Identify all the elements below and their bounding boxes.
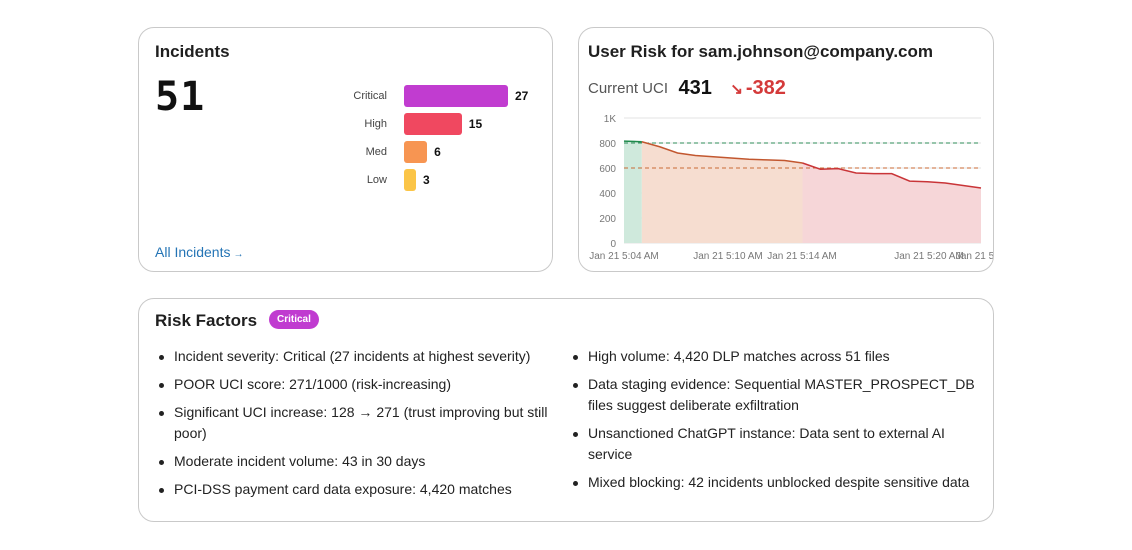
incidents-total: 51 (155, 74, 206, 120)
incidents-title: Incidents (155, 42, 230, 61)
risk-factor-item: Moderate incident volume: 43 in 30 days (156, 451, 556, 472)
severity-row-low: Low 3 (339, 168, 539, 196)
risk-factors-right: High volume: 4,420 DLP matches across 51… (570, 346, 975, 500)
risk-factors-title: Risk Factors (155, 311, 258, 330)
severity-bar (404, 169, 416, 191)
risk-factor-item: Unsanctioned ChatGPT instance: Data sent… (570, 423, 975, 465)
severity-value: 3 (423, 173, 430, 187)
risk-factor-item: POOR UCI score: 271/1000 (risk-increasin… (156, 374, 556, 395)
risk-zone (802, 163, 981, 243)
severity-value: 15 (468, 117, 483, 131)
severity-value: 6 (434, 145, 441, 159)
x-tick-label: Jan 21 5:20 AM (894, 251, 964, 262)
all-incidents-label: All Incidents (155, 244, 231, 260)
risk-factors-card: Risk Factors Critical Incident severity:… (138, 298, 994, 522)
x-tick-label: Jan 21 5:04 AM (589, 251, 659, 262)
risk-factors-left: Incident severity: Critical (27 incident… (156, 346, 556, 507)
x-tick-label: Jan 21 5:14 AM (767, 251, 837, 262)
risk-factor-item: PCI-DSS payment card data exposure: 4,42… (156, 479, 556, 500)
severity-badge: Critical (269, 310, 319, 329)
arrow-right-icon: → (233, 249, 244, 260)
y-tick-label: 600 (599, 164, 616, 175)
severity-bar (404, 113, 462, 135)
risk-factor-item: Data staging evidence: Sequential MASTER… (570, 374, 975, 416)
severity-label: Med (365, 146, 387, 158)
risk-line (641, 141, 803, 164)
risk-chart: 0 200 400 600 800 1K Jan 21 5:04 AM Jan 21 5:10… (589, 114, 993, 262)
severity-label: Low (366, 174, 387, 186)
severity-bar (404, 141, 428, 163)
severity-bars: Critical 27 High 15 Med 6 Low 3 (339, 84, 539, 196)
severity-label: Critical (353, 90, 387, 102)
uci-delta: ↘ -382 (730, 77, 786, 99)
risk-line (623, 140, 642, 143)
severity-row-med: Med 6 (339, 140, 539, 168)
severity-value: 27 (515, 89, 529, 103)
y-tick-label: 400 (599, 189, 616, 200)
user-risk-card: User Risk for sam.johnson@company.com Cu… (578, 27, 994, 272)
risk-zone (624, 141, 642, 243)
current-uci-label: Current UCI (588, 80, 669, 97)
severity-bar (404, 85, 508, 107)
severity-row-critical: Critical 27 (339, 84, 539, 112)
user-risk-title: User Risk for sam.johnson@company.com (588, 42, 934, 61)
risk-line (802, 162, 982, 189)
y-tick-label: 800 (599, 139, 616, 150)
risk-factor-item: High volume: 4,420 DLP matches across 51… (570, 346, 975, 367)
uci-summary: Current UCI 431 ↘ -382 (588, 77, 786, 100)
trend-down-icon: ↘ (730, 81, 743, 98)
uci-delta-value: -382 (745, 77, 786, 99)
risk-factor-item: Mixed blocking: 42 incidents unblocked d… (570, 472, 975, 493)
x-tick-label: Jan 21 5 (956, 251, 993, 262)
severity-row-high: High 15 (339, 112, 539, 140)
risk-factor-item: Significant UCI increase: 128 → 271 (tru… (156, 402, 556, 444)
risk-factor-item: Incident severity: Critical (27 incident… (156, 346, 556, 367)
y-tick-label: 1K (604, 114, 617, 125)
all-incidents-link[interactable]: All Incidents → (155, 244, 243, 260)
y-tick-label: 200 (599, 214, 616, 225)
risk-zone (641, 141, 803, 243)
current-uci-value: 431 (678, 77, 712, 99)
x-tick-label: Jan 21 5:10 AM (693, 251, 763, 262)
y-tick-label: 0 (610, 239, 616, 250)
incidents-card: Incidents 51 Critical 27 High 15 Med 6 Low 3 Al… (138, 27, 553, 272)
severity-label: High (364, 118, 387, 130)
